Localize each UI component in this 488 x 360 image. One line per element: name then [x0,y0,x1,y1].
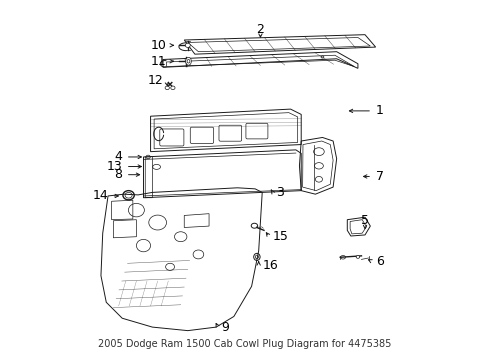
Text: 9: 9 [221,321,229,334]
Text: 3: 3 [276,186,284,199]
Text: 11: 11 [150,55,166,68]
Text: 5: 5 [360,214,368,227]
Text: 8: 8 [114,168,122,181]
Text: 2005 Dodge Ram 1500 Cab Cowl Plug Diagram for 4475385: 2005 Dodge Ram 1500 Cab Cowl Plug Diagra… [98,339,390,350]
Ellipse shape [170,86,175,90]
Text: 16: 16 [262,258,277,271]
Text: 14: 14 [92,189,108,202]
Text: 4: 4 [114,150,122,163]
Ellipse shape [251,223,257,228]
Text: 7: 7 [375,170,383,183]
Ellipse shape [355,256,359,258]
Text: 12: 12 [147,74,163,87]
Text: 2: 2 [256,23,264,36]
Ellipse shape [185,57,191,65]
Ellipse shape [185,43,190,48]
Text: 1: 1 [375,104,383,117]
Text: 10: 10 [150,39,166,52]
Ellipse shape [165,86,169,90]
Text: 13: 13 [106,160,122,173]
Text: 15: 15 [272,230,288,243]
Text: 6: 6 [375,255,383,268]
